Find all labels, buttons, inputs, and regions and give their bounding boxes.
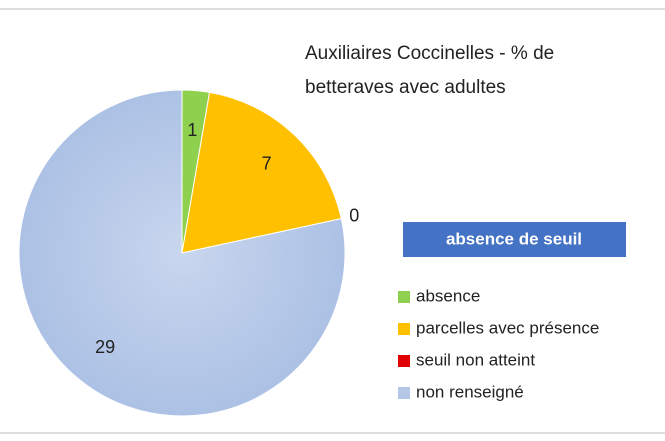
legend-label: parcelles avec présence — [416, 318, 599, 337]
data-label: 29 — [95, 337, 115, 357]
legend-swatch — [398, 355, 410, 367]
pie-slice — [181, 91, 342, 254]
chart-title: betteraves avec adultes — [305, 77, 506, 98]
pie-slice — [18, 89, 346, 417]
legend-swatch — [398, 291, 410, 303]
data-label: 1 — [187, 120, 197, 140]
data-label: 0 — [349, 206, 359, 226]
legend-label: seuil non atteint — [416, 350, 535, 369]
legend-swatch — [398, 323, 410, 335]
annotation: absence de seuil — [446, 229, 582, 248]
legend-swatch — [398, 387, 410, 399]
legend-label: absence — [416, 286, 480, 305]
chart-title: Auxiliaires Coccinelles - % de — [305, 43, 554, 64]
data-label: 7 — [262, 153, 272, 173]
annotation-box — [403, 222, 626, 257]
legend-label: non renseigné — [416, 382, 524, 401]
